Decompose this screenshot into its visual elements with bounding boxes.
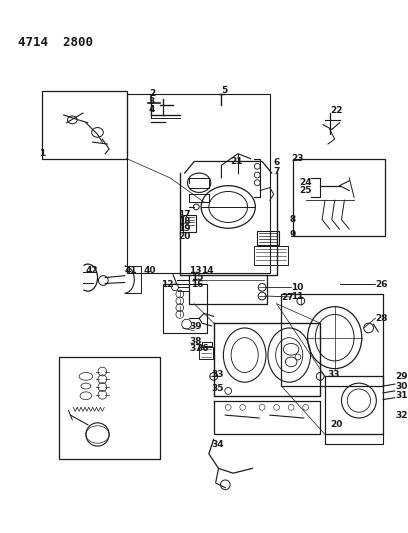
Text: 1: 1 xyxy=(40,149,46,158)
Text: 12: 12 xyxy=(162,280,174,289)
Text: 32: 32 xyxy=(396,410,408,419)
Text: 4: 4 xyxy=(149,104,155,114)
Text: 7: 7 xyxy=(274,167,280,176)
Text: 40: 40 xyxy=(144,266,157,276)
Text: 5: 5 xyxy=(222,86,228,95)
Text: 33: 33 xyxy=(327,370,339,379)
Text: 31: 31 xyxy=(396,391,408,400)
Bar xyxy=(199,348,213,359)
Text: 15: 15 xyxy=(191,273,204,282)
Text: 42: 42 xyxy=(86,266,98,276)
Bar xyxy=(163,285,207,333)
Text: 37: 37 xyxy=(189,344,202,353)
Text: 22: 22 xyxy=(330,106,342,115)
Text: 41: 41 xyxy=(124,266,137,276)
Bar xyxy=(183,215,196,232)
Text: 18: 18 xyxy=(178,217,191,226)
Text: 16: 16 xyxy=(191,280,204,289)
Bar xyxy=(254,246,288,265)
Text: 10: 10 xyxy=(291,283,304,292)
Text: 2: 2 xyxy=(149,89,155,98)
Text: 36: 36 xyxy=(196,344,209,353)
Text: 27: 27 xyxy=(282,294,294,302)
Text: 13: 13 xyxy=(189,266,202,276)
Bar xyxy=(293,158,385,236)
Text: 11: 11 xyxy=(291,293,304,302)
Bar xyxy=(59,357,160,459)
Text: 28: 28 xyxy=(375,314,388,323)
Bar xyxy=(257,231,279,245)
Text: 9: 9 xyxy=(289,230,295,239)
Text: 33: 33 xyxy=(212,370,224,379)
Text: 35: 35 xyxy=(212,384,224,392)
Text: 3: 3 xyxy=(149,97,155,106)
Text: 25: 25 xyxy=(299,186,311,195)
Text: 17: 17 xyxy=(178,210,191,219)
Text: 6: 6 xyxy=(274,158,280,167)
Text: 23: 23 xyxy=(291,154,304,163)
Text: 39: 39 xyxy=(189,321,202,330)
Text: 29: 29 xyxy=(396,372,408,381)
Bar xyxy=(42,91,126,158)
Bar xyxy=(282,294,383,386)
Text: 34: 34 xyxy=(212,440,224,449)
Text: 24: 24 xyxy=(299,178,312,187)
Text: 8: 8 xyxy=(289,215,295,224)
Text: 38: 38 xyxy=(189,337,202,346)
Text: 20: 20 xyxy=(330,421,342,429)
Text: 19: 19 xyxy=(178,224,191,233)
Text: 30: 30 xyxy=(396,382,408,391)
Text: 14: 14 xyxy=(201,266,214,276)
Text: 26: 26 xyxy=(375,280,388,289)
Text: 21: 21 xyxy=(230,157,243,166)
Bar xyxy=(126,94,270,273)
Text: 20: 20 xyxy=(178,231,190,240)
Text: 4714  2800: 4714 2800 xyxy=(18,36,93,49)
